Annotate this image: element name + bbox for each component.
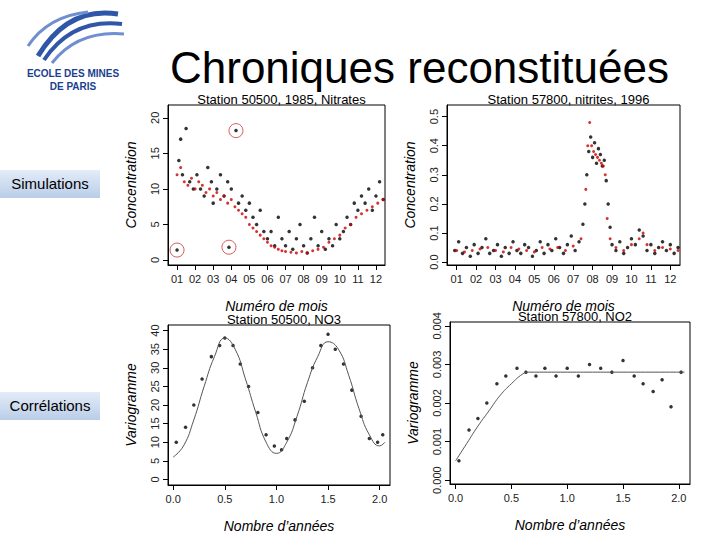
svg-text:15: 15 [149,147,161,159]
html-text:Simulations: Simulations [11,175,89,192]
svg-text:20: 20 [149,399,161,411]
svg-text:0.004: 0.004 [431,312,443,340]
svg-text:0.5: 0.5 [428,109,440,124]
svg-text:0.0: 0.0 [166,493,181,505]
svg-text:07: 07 [279,273,291,285]
svg-text:Variogramme: Variogramme [405,361,421,445]
svg-text:10: 10 [149,436,161,448]
svg-text:0.0: 0.0 [428,254,440,269]
svg-text:Chroniques reconstituées: Chroniques reconstituées [170,43,669,92]
svg-text:0.5: 0.5 [217,493,232,505]
svg-text:0: 0 [149,257,161,263]
html-text:Corrélations: Corrélations [9,397,91,414]
svg-text:0.003: 0.003 [431,351,443,379]
svg-text:40: 40 [149,324,161,336]
svg-text:0.0: 0.0 [448,492,463,504]
svg-text:09: 09 [316,273,328,285]
svg-text:Nombre d’années: Nombre d’années [515,517,626,533]
svg-text:03: 03 [489,273,501,285]
svg-text:1.5: 1.5 [615,492,630,504]
svg-text:04: 04 [225,273,237,285]
svg-text:25: 25 [149,380,161,392]
svg-text:01: 01 [171,273,183,285]
svg-text:0.002: 0.002 [431,389,443,417]
svg-text:05: 05 [243,273,255,285]
svg-text:05: 05 [528,273,540,285]
svg-text:0.2: 0.2 [428,196,440,211]
svg-text:08: 08 [298,273,310,285]
svg-text:30: 30 [149,362,161,374]
svg-text:1.5: 1.5 [320,493,335,505]
svg-text:06: 06 [548,273,560,285]
svg-text:10: 10 [334,273,346,285]
svg-text:0.5: 0.5 [504,492,519,504]
svg-text:Station 50500, 1985, Nitrates: Station 50500, 1985, Nitrates [197,92,366,107]
svg-text:Nombre d’années: Nombre d’années [224,518,335,534]
svg-text:5: 5 [149,458,161,464]
svg-text:03: 03 [207,273,219,285]
svg-text:5: 5 [149,221,161,227]
svg-text:Variogramme: Variogramme [123,363,139,447]
svg-text:Concentration: Concentration [123,141,139,228]
svg-text:Station 57800, NO2: Station 57800, NO2 [518,309,632,324]
svg-text:07: 07 [567,273,579,285]
svg-text:11: 11 [352,273,363,285]
svg-text:0.1: 0.1 [428,225,440,240]
svg-text:0.4: 0.4 [428,138,440,153]
svg-text:1.0: 1.0 [269,493,284,505]
svg-text:10: 10 [625,273,637,285]
svg-text:0: 0 [149,476,161,482]
svg-text:2.0: 2.0 [372,493,387,505]
svg-text:10: 10 [149,183,161,195]
svg-text:08: 08 [587,273,599,285]
svg-text:Numéro de mois: Numéro de mois [225,298,328,314]
svg-text:02: 02 [189,273,201,285]
svg-text:12: 12 [664,273,676,285]
svg-text:12: 12 [370,273,382,285]
svg-text:Station 57800, nitrites, 1996: Station 57800, nitrites, 1996 [488,92,650,107]
svg-text:Numéro de mois: Numéro de mois [512,298,615,314]
html-text:ECOLE DES MINES: ECOLE DES MINES [26,68,120,79]
html-text:DE PARIS: DE PARIS [49,81,97,92]
svg-text:15: 15 [149,417,161,429]
svg-text:0.001: 0.001 [431,428,443,456]
svg-text:35: 35 [149,343,161,355]
svg-text:06: 06 [261,273,273,285]
svg-text:04: 04 [509,273,521,285]
svg-text:Station 50500, NO3: Station 50500, NO3 [227,312,341,327]
svg-text:2.0: 2.0 [671,492,686,504]
svg-text:0.3: 0.3 [428,167,440,182]
svg-text:09: 09 [606,273,618,285]
svg-text:20: 20 [149,112,161,124]
svg-text:01: 01 [451,273,463,285]
svg-text:1.0: 1.0 [560,492,575,504]
svg-text:0.000: 0.000 [431,466,443,494]
svg-text:Concentration: Concentration [402,141,418,228]
svg-text:02: 02 [470,273,482,285]
svg-text:11: 11 [645,273,656,285]
